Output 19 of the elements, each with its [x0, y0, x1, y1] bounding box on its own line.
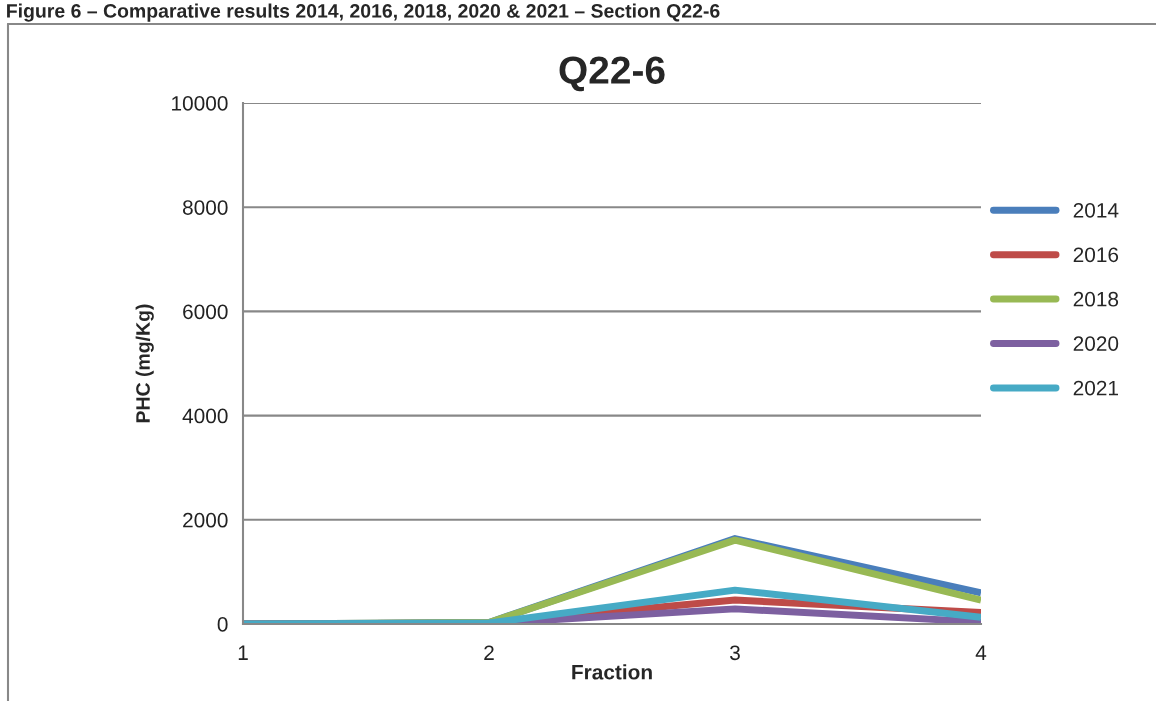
y-tick-label: 8000	[182, 200, 228, 215]
caption: Figure 6 – Comparative results 2014, 2016, 2018, 2020 & 2021 – Section Q22-6	[7, 3, 720, 22]
legend-label: 2020	[1073, 336, 1119, 351]
legend-label: 2014	[1073, 202, 1119, 218]
x-tick-label: 1	[238, 645, 248, 660]
y-tick-label: 6000	[183, 304, 228, 320]
x-tick-label: 3	[730, 645, 740, 661]
y-tick-label: 10000	[172, 96, 228, 111]
y-tick-label: 0	[217, 617, 228, 632]
legend-label: 2016	[1073, 247, 1119, 263]
legend-label: 2018	[1073, 291, 1119, 307]
y-tick-label: 2000	[183, 512, 228, 528]
x-tick-label: 2	[484, 645, 494, 660]
chart-title: Q22-6	[559, 56, 665, 92]
x-axis-title: Fraction	[572, 664, 652, 680]
y-axis-title: PHC (mg/Kg)	[135, 304, 154, 423]
y-tick-label: 4000	[182, 408, 228, 424]
legend-label: 2021	[1073, 380, 1118, 396]
x-tick-label: 4	[975, 645, 987, 660]
